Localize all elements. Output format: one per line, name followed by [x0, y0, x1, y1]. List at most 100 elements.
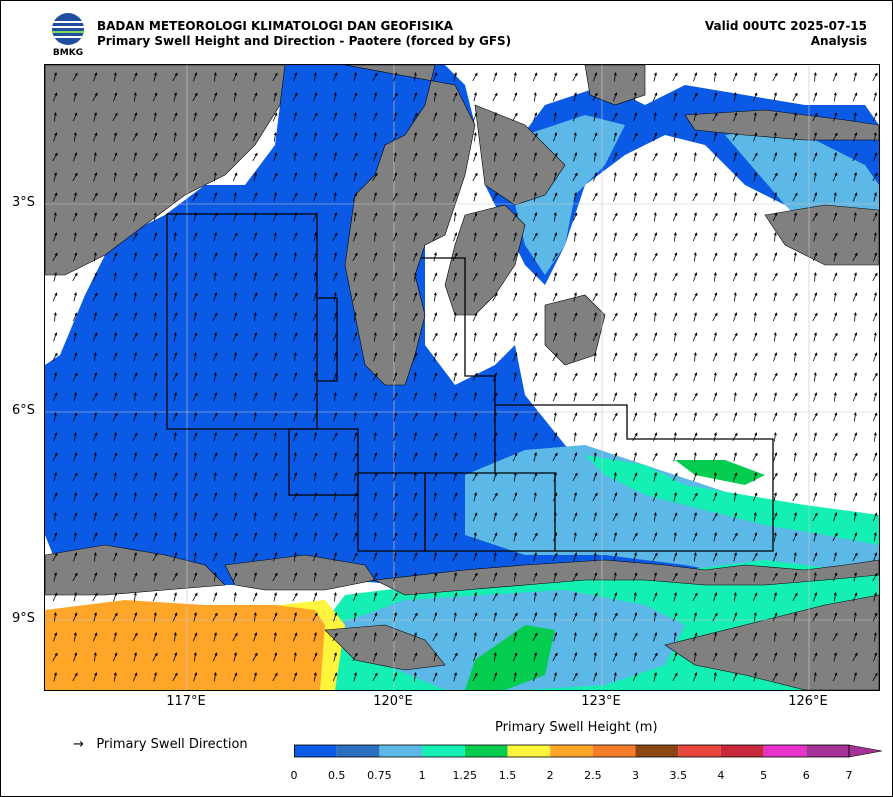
swell-arrow — [612, 652, 618, 662]
swell-arrow — [772, 312, 778, 322]
swell-arrow — [733, 592, 737, 602]
swell-arrow — [473, 432, 477, 442]
swell-arrow — [313, 172, 317, 182]
swell-arrow — [753, 512, 757, 522]
swell-arrow — [313, 272, 317, 282]
swell-arrow — [273, 132, 277, 142]
swell-arrow — [453, 112, 457, 122]
swell-arrow — [632, 372, 638, 382]
swell-arrow — [393, 352, 397, 362]
land-sulawesi-south — [344, 65, 476, 386]
swell-arrow — [873, 392, 878, 402]
swell-arrow — [233, 392, 237, 402]
swell-arrow — [72, 112, 78, 122]
swell-arrow — [173, 432, 177, 442]
swell-arrow — [173, 252, 178, 262]
swell-arrow — [473, 132, 477, 142]
swell-arrow — [832, 432, 838, 442]
swell-arrow — [53, 72, 58, 82]
swell-arrow — [293, 552, 297, 562]
swell-arrow — [272, 672, 278, 682]
swell-arrow — [93, 452, 97, 462]
colorbar-segment — [592, 745, 636, 757]
swell-arrow — [193, 412, 198, 422]
swell-arrow — [712, 552, 718, 562]
swell-arrow — [612, 412, 618, 422]
swell-arrow — [432, 632, 438, 642]
swell-arrow — [473, 532, 477, 542]
swell-arrow — [713, 92, 718, 102]
swell-arrow — [493, 312, 498, 322]
swell-arrow — [92, 632, 98, 642]
swell-arrow — [473, 152, 478, 162]
swell-arrow — [753, 572, 758, 582]
swell-arrow — [573, 432, 577, 442]
swell-arrow — [252, 492, 258, 502]
swell-arrow — [453, 532, 458, 542]
swell-arrow — [872, 472, 878, 482]
swell-arrow — [812, 152, 818, 162]
swell-arrow — [152, 152, 158, 162]
swell-arrow — [133, 112, 138, 122]
swell-arrow — [292, 432, 298, 442]
swell-arrow — [512, 512, 518, 522]
swell-arrow — [392, 232, 398, 242]
swell-arrow — [812, 612, 818, 622]
swell-arrow — [853, 372, 858, 382]
swell-arrow — [653, 512, 657, 522]
swell-arrow — [572, 172, 578, 182]
swell-arrow — [392, 292, 398, 302]
swell-arrow — [693, 172, 698, 182]
swell-arrow — [793, 212, 798, 222]
swell-arrow — [272, 412, 278, 422]
swell-arrow — [112, 452, 118, 462]
swell-arrow — [133, 252, 138, 262]
swell-arrow — [112, 252, 118, 262]
swell-arrow — [833, 152, 838, 162]
swell-arrow — [453, 612, 457, 622]
swell-arrow — [792, 132, 798, 142]
swell-arrow — [413, 132, 418, 142]
swell-arrow — [773, 532, 777, 542]
swell-arrow — [733, 312, 738, 322]
swell-arrow — [333, 312, 338, 322]
swell-arrow — [392, 432, 398, 442]
swell-arrow — [573, 392, 578, 402]
swell-arrow — [493, 212, 498, 222]
swell-arrow — [473, 352, 478, 362]
swell-arrow — [393, 152, 397, 162]
swell-arrow — [53, 532, 58, 542]
swell-arrow — [472, 172, 478, 182]
swell-arrow — [452, 292, 458, 302]
swell-arrow — [113, 492, 118, 502]
swell-arrow — [672, 72, 678, 82]
swell-arrow — [532, 632, 538, 642]
swell-arrow — [813, 532, 818, 542]
swell-arrow — [452, 652, 458, 662]
swell-arrow — [433, 292, 437, 302]
swell-arrow — [132, 232, 138, 242]
swell-arrow — [753, 412, 757, 422]
swell-arrow — [113, 472, 117, 482]
lat-label-3s: 3°S — [12, 195, 36, 210]
swell-arrow — [393, 72, 398, 82]
swell-arrow — [452, 392, 458, 402]
swell-arrow — [493, 512, 498, 522]
swell-arrow — [253, 632, 258, 642]
swell-arrow — [853, 532, 858, 542]
swell-arrow — [252, 392, 258, 402]
swell-arrow — [793, 652, 797, 662]
swell-arrow — [733, 252, 738, 262]
swell-arrow — [332, 472, 338, 482]
swell-arrow — [613, 272, 617, 282]
swell-arrow — [332, 372, 338, 382]
swell-arrow — [632, 532, 638, 542]
swell-arrow — [573, 292, 578, 302]
swell-arrow — [252, 292, 258, 302]
swell-arrow — [593, 172, 598, 182]
swell-arrow — [332, 672, 338, 682]
swell-arrow — [853, 432, 858, 442]
land-sulawesi-southeast — [444, 204, 526, 316]
swell-arrow — [53, 112, 57, 122]
swell-arrow — [153, 632, 158, 642]
